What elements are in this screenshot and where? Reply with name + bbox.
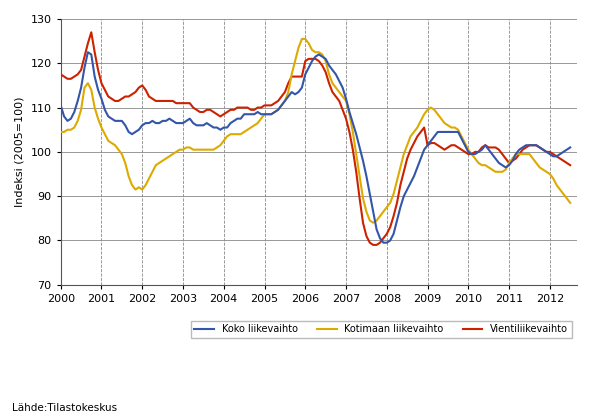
Y-axis label: Indeksi (2005=100): Indeksi (2005=100) (15, 97, 25, 207)
Text: Lähde:Tilastokeskus: Lähde:Tilastokeskus (12, 403, 117, 413)
Legend: Koko liikevaihto, Kotimaan liikevaihto, Vientiliikevaihto: Koko liikevaihto, Kotimaan liikevaihto, … (191, 321, 572, 338)
